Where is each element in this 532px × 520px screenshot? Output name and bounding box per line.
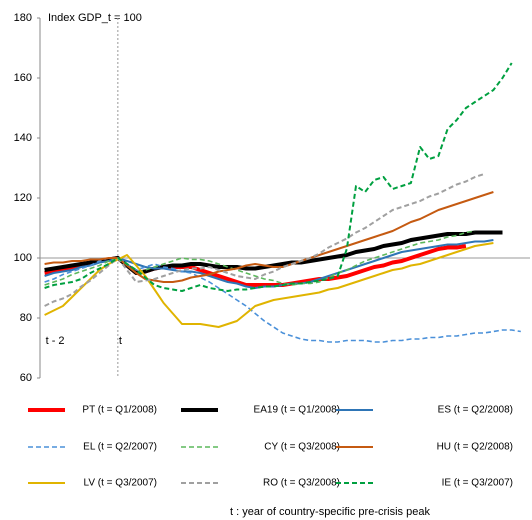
series-line bbox=[44, 62, 513, 292]
y-tick-label: 180 bbox=[14, 12, 32, 24]
footnote: t : year of country-specific pre-crisis … bbox=[230, 506, 430, 518]
legend-label: EA19 (t = Q1/2008) bbox=[254, 405, 340, 416]
legend-label: RO (t = Q3/2008) bbox=[263, 478, 340, 489]
y-tick-label: 160 bbox=[14, 72, 32, 84]
legend-label: LV (t = Q3/2007) bbox=[84, 478, 157, 489]
series-line bbox=[44, 239, 494, 289]
legend-label: CY (t = Q3/2008) bbox=[264, 442, 340, 453]
series-line bbox=[44, 257, 521, 343]
y-tick-label: 120 bbox=[14, 192, 32, 204]
y-tick-label: 140 bbox=[14, 132, 32, 144]
y-tick-label: 80 bbox=[20, 312, 32, 324]
y-tick-label: 60 bbox=[20, 372, 32, 384]
y-axis-label: Index GDP_t = 100 bbox=[48, 12, 142, 24]
legend-label: EL (t = Q2/2007) bbox=[83, 442, 157, 453]
annotation: t - 2 bbox=[46, 335, 65, 347]
legend-label: IE (t = Q3/2007) bbox=[442, 478, 513, 489]
legend-label: ES (t = Q2/2008) bbox=[438, 405, 513, 416]
legend-label: PT (t = Q1/2008) bbox=[82, 405, 157, 416]
y-tick-label: 100 bbox=[14, 252, 32, 264]
annotation: t bbox=[119, 335, 122, 347]
legend-label: HU (t = Q2/2008) bbox=[437, 442, 513, 453]
